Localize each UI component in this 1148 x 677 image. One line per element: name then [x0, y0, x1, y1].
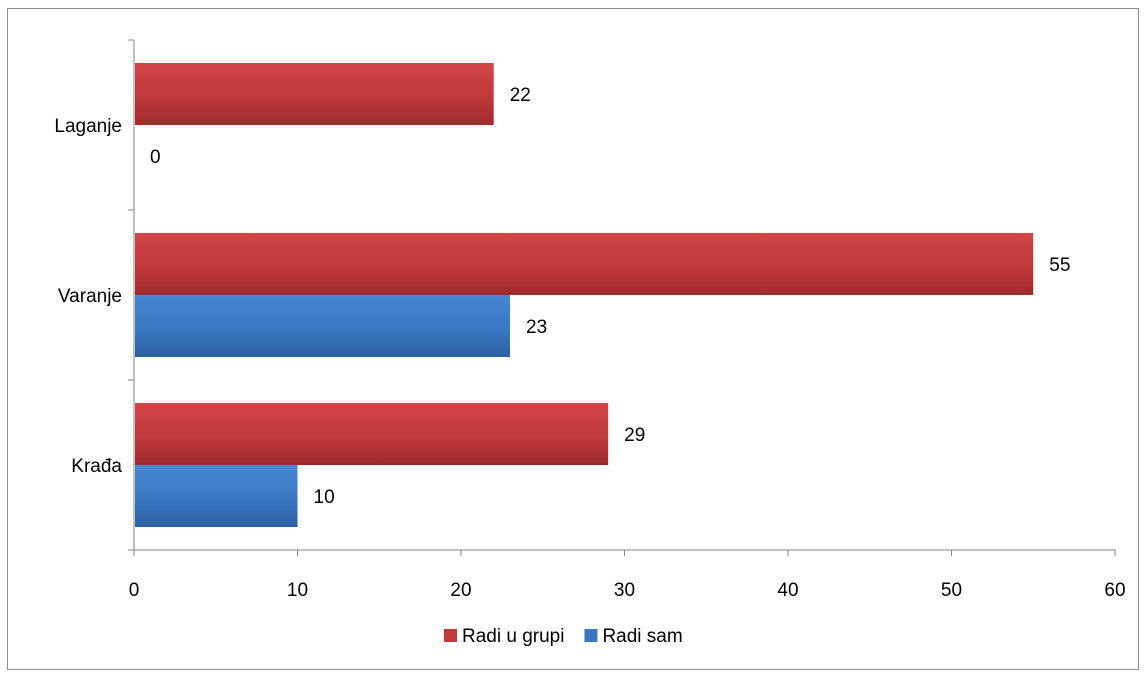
x-tick-label: 60	[1104, 580, 1125, 601]
legend: Radi u grupi Radi sam	[444, 626, 683, 647]
category-label: Laganje	[54, 116, 122, 137]
bar	[135, 403, 609, 465]
bar	[135, 465, 298, 527]
x-tick-label: 30	[614, 580, 635, 601]
bar	[135, 63, 494, 125]
category-label: Varanje	[58, 286, 122, 307]
data-label: 23	[526, 317, 547, 338]
data-label: 22	[510, 85, 531, 106]
plot-area: 0 10 20 30 40 50 60 Laganje 22 0 Varanje 55 23 Krađa 2…	[54, 39, 1126, 601]
x-tick-label: 50	[941, 580, 962, 601]
legend-label: Radi u grupi	[462, 626, 564, 647]
x-tick-label: 0	[129, 580, 140, 601]
data-label: 29	[624, 425, 645, 446]
legend-swatch	[584, 629, 598, 642]
bar	[135, 295, 511, 357]
legend-label: Radi sam	[602, 626, 682, 647]
data-label: 55	[1049, 255, 1070, 276]
category-label: Krađa	[71, 456, 122, 477]
x-tick-label: 40	[777, 580, 798, 601]
x-tick-label: 20	[450, 580, 471, 601]
legend-swatch	[444, 629, 457, 642]
bar	[135, 233, 1034, 295]
data-label: 0	[150, 147, 161, 168]
data-label: 10	[314, 487, 335, 508]
x-tick-label: 10	[287, 580, 308, 601]
